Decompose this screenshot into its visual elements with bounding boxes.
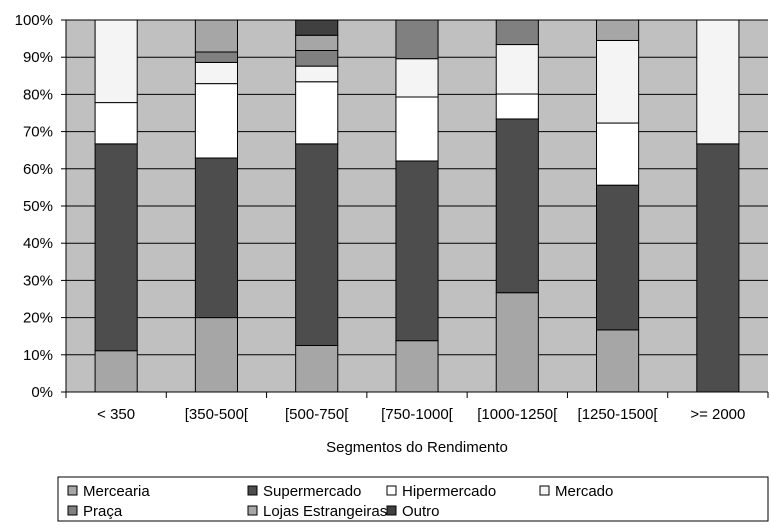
legend-swatch [386,485,397,496]
bar-segment [495,19,539,46]
x-tick-labels: < 350 [350-500[ [500-750[ [750-1000[ [1000-1… [97,406,745,423]
legend-swatch [247,505,258,516]
bar-segment [194,51,238,63]
bar-segment [596,19,640,41]
y-tick-label: 80% [23,86,53,103]
bar-segment [696,143,740,393]
x-tick-label: [1250-1500[ [578,406,659,423]
bar-segment [596,39,640,124]
y-tick-label: 20% [23,310,53,327]
bar-segment [295,19,339,36]
y-tick-label: 60% [23,161,53,178]
y-tick-label: 90% [23,49,53,66]
legend-label: Mercado [555,483,613,500]
legend-label: Lojas Estrangeiras [263,503,387,520]
bar-segment [94,102,138,145]
bar-segment [295,143,339,346]
bar-segment [194,61,238,85]
axes [61,19,769,398]
bar-segment [94,350,138,393]
bar-segment [696,19,740,145]
x-tick-label: [1000-1250[ [477,406,558,423]
bar-segment [194,317,238,393]
bar-segment [596,122,640,186]
legend-label: Hipermercado [402,483,496,500]
bar-segment [295,65,339,83]
y-tick-labels: 0% 10% 20% 30% 40% 50% 60% 70% 80% 90% 100% [15,12,53,401]
bar-segment [295,34,339,52]
bar-segment [295,81,339,145]
y-tick-label: 50% [23,198,53,215]
bar-segment [395,160,439,342]
legend-swatch [539,485,550,496]
x-axis-label: Segmentos do Rendimento [326,439,508,456]
y-tick-label: 10% [23,347,53,364]
bar-segment [295,50,339,67]
bar-segment [194,19,238,53]
bars [94,19,740,393]
x-tick-label: >= 2000 [690,406,745,423]
bar-segment [395,19,439,60]
legend-swatch [247,485,258,496]
legend-swatch [67,505,78,516]
y-tick-label: 100% [15,12,53,29]
bar-segment [495,292,539,393]
bar-segment [395,58,439,98]
bar-segment [194,83,238,159]
x-tick-label: [500-750[ [285,406,349,423]
bar-segment [596,329,640,393]
legend-label: Supermercado [263,483,361,500]
bar-segment [94,19,138,104]
y-tick-label: 0% [31,384,53,401]
legend: Mercearia Supermercado Hipermercado Mercado… [57,476,769,522]
legend-label: Praça [83,503,123,520]
bar-segment [395,340,439,393]
legend-swatch [67,485,78,496]
legend-label: Outro [402,503,440,520]
bar-segment [295,345,339,393]
y-tick-label: 30% [23,272,53,289]
bar-segment [596,184,640,331]
x-tick-label: [350-500[ [185,406,249,423]
bar-segment [495,118,539,294]
x-tick-label: < 350 [97,406,135,423]
bar-segment [495,93,539,120]
bar-segment [495,44,539,95]
bar-segment [395,96,439,162]
bar-segment [194,157,238,319]
bar-segment [94,143,138,352]
x-tick-label: [750-1000[ [381,406,454,423]
y-tick-label: 40% [23,235,53,252]
legend-label: Mercearia [83,483,150,500]
legend-box [57,476,769,522]
legend-swatch [386,505,397,516]
y-tick-label: 70% [23,124,53,141]
